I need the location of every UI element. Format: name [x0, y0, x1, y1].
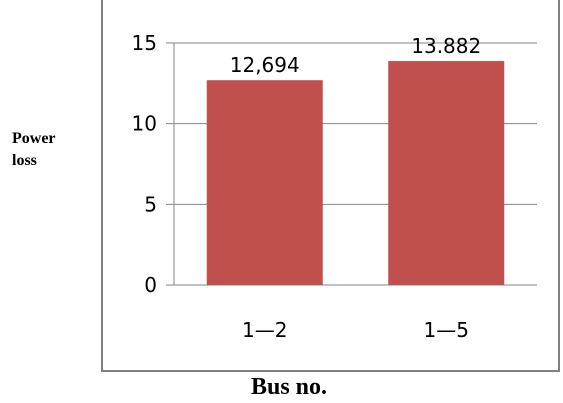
bar-1 — [206, 80, 323, 286]
bar-2 — [388, 61, 505, 286]
chart-frame — [101, 0, 560, 372]
x-axis-label: Bus no. — [250, 374, 328, 400]
y-axis-label-line-2: loss — [12, 152, 37, 169]
y-tick-label-15: 15 — [132, 31, 157, 55]
data-label-1: 12,694 — [230, 53, 300, 77]
x-tick-label-2: 1—5 — [424, 318, 469, 342]
y-tick-label-0: 0 — [144, 273, 157, 297]
x-tick-label-1: 1—2 — [242, 318, 287, 342]
y-axis-label-line-1: Power — [12, 130, 56, 147]
y-axis-label: Power loss — [12, 128, 56, 172]
x-axis-label-container: Bus no. — [0, 372, 563, 402]
y-tick-label-10: 10 — [132, 112, 157, 136]
y-tick-label-5: 5 — [144, 192, 157, 216]
data-label-2: 13.882 — [411, 34, 481, 58]
bar-chart: 0 5 10 15 12,694 1—2 13.882 1—5 — [132, 31, 537, 342]
